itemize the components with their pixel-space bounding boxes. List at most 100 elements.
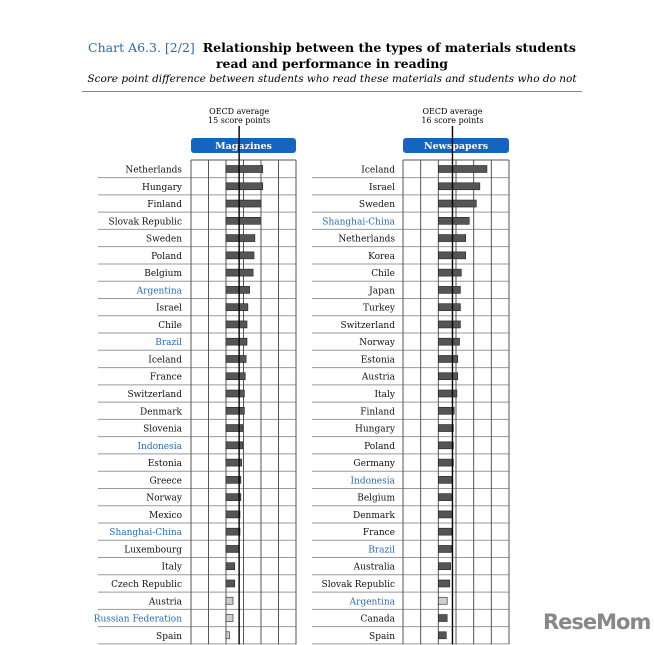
bar-shanghai-china [225,527,241,536]
bar-luxembourg [225,545,240,553]
bar-switzerland [225,389,245,398]
country-label: Austria [361,373,396,383]
country-label: Japan [368,286,395,296]
country-label: Austria [148,597,183,607]
country-label: France [150,373,182,383]
bar-belgium [438,493,453,501]
country-label: Luxembourg [124,545,182,555]
bar-australia [438,562,452,571]
country-label: Sweden [146,235,182,245]
bar-spain [225,631,230,640]
bar-turkey [438,303,461,311]
bar-austria [225,596,234,605]
bar-chile [438,268,462,277]
chart-subtitle: Score point difference between students … [87,73,577,85]
country-label: Iceland [148,355,182,365]
bar-italy [225,562,236,571]
bar-poland [225,251,255,260]
country-label: Norway [359,338,396,348]
bar-chile [225,320,248,329]
country-label: Australia [353,563,396,573]
country-label: Denmark [140,407,183,417]
country-label: Denmark [353,511,396,521]
country-label: Netherlands [338,235,395,245]
bar-sweden [225,234,256,242]
country-label: Indonesia [137,442,182,452]
bar-spain [438,631,447,640]
country-label: Italy [161,563,182,573]
bar-france [438,527,452,536]
country-label: Belgium [144,269,182,279]
country-label: Chile [158,321,182,331]
panel-magazines-title: Magazines [215,141,272,152]
bar-france [225,372,246,381]
country-label: Slovak Republic [109,217,182,227]
country-label: Canada [360,615,395,625]
bar-russian-federation [225,614,234,622]
country-label: Germany [353,459,396,469]
bar-estonia [225,458,243,467]
bar-slovak-republic [438,579,451,588]
country-label: Switzerland [340,321,395,331]
country-label: Poland [364,442,395,452]
country-label: Slovak Republic [322,580,395,590]
bar-japan [438,286,461,294]
bar-italy [438,389,458,398]
country-label: Poland [151,252,182,262]
bar-austria [438,372,459,381]
bar-slovak-republic [225,217,261,225]
country-label: Italy [374,390,395,400]
bar-finland [438,406,455,415]
chart-number: Chart A6.3. [2/2] [88,40,195,55]
bar-israel [438,182,481,191]
country-label: Brazil [368,545,395,555]
bar-argentina [225,286,250,294]
country-label: Spain [156,632,182,642]
bar-denmark [438,510,453,519]
panel-magazines-title-box [191,138,296,153]
bar-netherlands [225,165,264,173]
panel-newspapers-title: Newspapers [424,141,488,152]
bar-estonia [438,355,459,363]
bar-mexico [225,510,241,519]
country-label: Switzerland [127,390,182,400]
bar-iceland [438,165,488,173]
bar-indonesia [438,476,453,484]
country-label: Belgium [357,494,395,504]
panel-magazines-oecd-label-1: OECD average [209,107,269,116]
bar-norway [225,493,242,501]
country-label: Norway [146,494,183,504]
country-label: Indonesia [350,476,395,486]
bar-sweden [438,199,477,208]
bar-greece [225,476,242,484]
country-label: Hungary [355,425,396,435]
country-label: Hungary [142,183,183,193]
panel-newspapers-title-box [403,138,509,153]
resemom-logo: ReseMom [543,610,651,634]
country-label: Korea [368,252,396,262]
country-label: Argentina [349,597,396,607]
bar-brazil [225,337,248,346]
country-label: Mexico [149,511,182,521]
bar-germany [438,458,454,467]
country-label: France [363,528,395,538]
title-rule [82,91,582,92]
bar-israel [225,303,249,311]
country-label: Estonia [148,459,183,469]
country-label: Finland [360,407,395,417]
country-label: Shanghai-China [109,528,182,538]
country-label: Brazil [155,338,182,348]
country-label: Slovenia [143,425,183,435]
country-label: Iceland [361,166,395,176]
country-label: Spain [369,632,395,642]
bar-norway [438,337,460,346]
country-label: Czech Republic [111,580,182,590]
bar-iceland [225,355,247,363]
bar-denmark [225,406,245,415]
panel-magazines-oecd-label-2: 15 score points [208,116,270,125]
country-label: Turkey [363,304,396,314]
country-label: Estonia [361,355,396,365]
country-label: Israel [156,304,182,314]
country-label: Greece [149,476,182,486]
